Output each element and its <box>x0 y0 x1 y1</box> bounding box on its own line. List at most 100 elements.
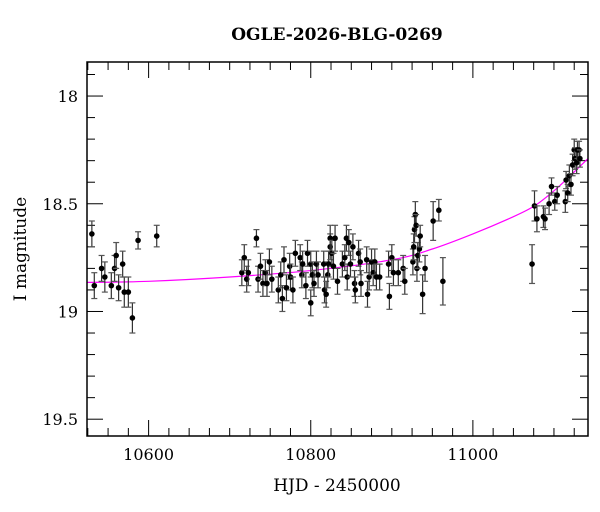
point-marker <box>440 278 446 285</box>
data-point <box>98 254 105 282</box>
point-marker <box>390 269 397 276</box>
point-marker <box>290 287 296 293</box>
data-point <box>304 239 311 267</box>
point-marker <box>297 254 304 261</box>
point-marker <box>371 259 378 265</box>
data-point <box>153 224 160 248</box>
y-tick-label: 19.5 <box>42 410 78 429</box>
point-marker <box>304 250 311 257</box>
x-tick-label: 10600 <box>123 445 174 464</box>
data-point <box>413 213 420 237</box>
data-point <box>245 259 252 287</box>
point-marker <box>417 233 423 239</box>
data-point <box>401 267 408 295</box>
data-point <box>129 302 136 334</box>
data-point <box>385 250 392 278</box>
data-point <box>310 269 317 297</box>
data-point <box>576 149 583 168</box>
chart-title: OGLE-2026-BLG-0269 <box>231 25 443 45</box>
x-tick-label: 10800 <box>285 445 336 464</box>
data-point <box>529 244 536 285</box>
point-marker <box>279 295 286 302</box>
point-marker <box>347 261 354 267</box>
point-marker <box>307 300 314 306</box>
data-point <box>409 248 416 276</box>
data-point <box>330 252 337 280</box>
data-point <box>542 207 549 231</box>
point-marker <box>413 222 419 229</box>
data-point <box>386 282 393 310</box>
data-point <box>113 241 120 269</box>
data-point <box>266 248 273 276</box>
data-point <box>91 272 98 300</box>
data-point <box>115 274 122 302</box>
point-marker <box>283 284 290 291</box>
point-marker <box>119 261 126 267</box>
point-marker <box>358 280 364 287</box>
point-marker <box>352 287 359 293</box>
data-point <box>279 285 286 313</box>
point-marker <box>364 291 371 298</box>
y-tick-label: 18.5 <box>42 195 78 214</box>
data-point <box>376 263 383 291</box>
data-point <box>238 259 245 287</box>
point-marker <box>98 265 105 272</box>
point-marker <box>385 261 392 267</box>
data-point <box>292 239 299 267</box>
data-point <box>363 246 370 274</box>
point-marker <box>410 259 416 265</box>
data-point <box>364 280 371 308</box>
point-marker <box>350 244 356 250</box>
data-point <box>417 224 424 248</box>
point-marker <box>568 181 574 188</box>
point-marker <box>339 261 346 267</box>
point-marker <box>303 282 309 289</box>
data-point <box>280 246 287 274</box>
data-point <box>439 257 446 306</box>
point-marker <box>269 276 275 282</box>
data-point <box>302 272 309 300</box>
point-marker <box>542 216 548 222</box>
data-point <box>358 269 365 297</box>
data-point <box>332 224 339 252</box>
point-marker <box>564 190 571 196</box>
data-point <box>352 276 359 304</box>
point-marker <box>239 269 245 276</box>
point-marker <box>153 233 160 239</box>
point-marker <box>563 177 569 183</box>
y-axis-label: I magnitude <box>11 197 31 301</box>
point-marker <box>548 183 555 190</box>
data-point <box>101 261 108 293</box>
data-point <box>108 272 115 300</box>
data-point <box>422 254 429 282</box>
data-point <box>297 244 304 272</box>
data-point <box>299 250 306 278</box>
data-point <box>341 244 348 272</box>
point-marker <box>121 289 128 295</box>
data-point <box>253 229 260 248</box>
data-point <box>125 276 132 308</box>
point-marker <box>102 274 108 280</box>
data-point <box>554 185 561 205</box>
point-marker <box>115 284 122 291</box>
point-marker <box>135 237 141 244</box>
point-marker <box>332 235 338 242</box>
point-marker <box>113 252 119 259</box>
point-marker <box>257 263 264 270</box>
point-marker <box>299 261 306 267</box>
point-marker <box>334 278 341 285</box>
point-marker <box>320 261 327 267</box>
point-marker <box>386 293 393 300</box>
point-marker <box>376 274 383 280</box>
y-tick-label: 19 <box>58 302 78 321</box>
point-marker <box>108 282 115 289</box>
point-marker <box>292 250 299 257</box>
y-tick-label: 18 <box>58 87 78 106</box>
x-axis-label: HJD - 2450000 <box>273 476 401 496</box>
point-marker <box>366 274 372 280</box>
point-marker <box>430 218 436 224</box>
point-marker <box>401 278 408 285</box>
data-point <box>88 220 95 248</box>
point-marker <box>253 235 260 242</box>
